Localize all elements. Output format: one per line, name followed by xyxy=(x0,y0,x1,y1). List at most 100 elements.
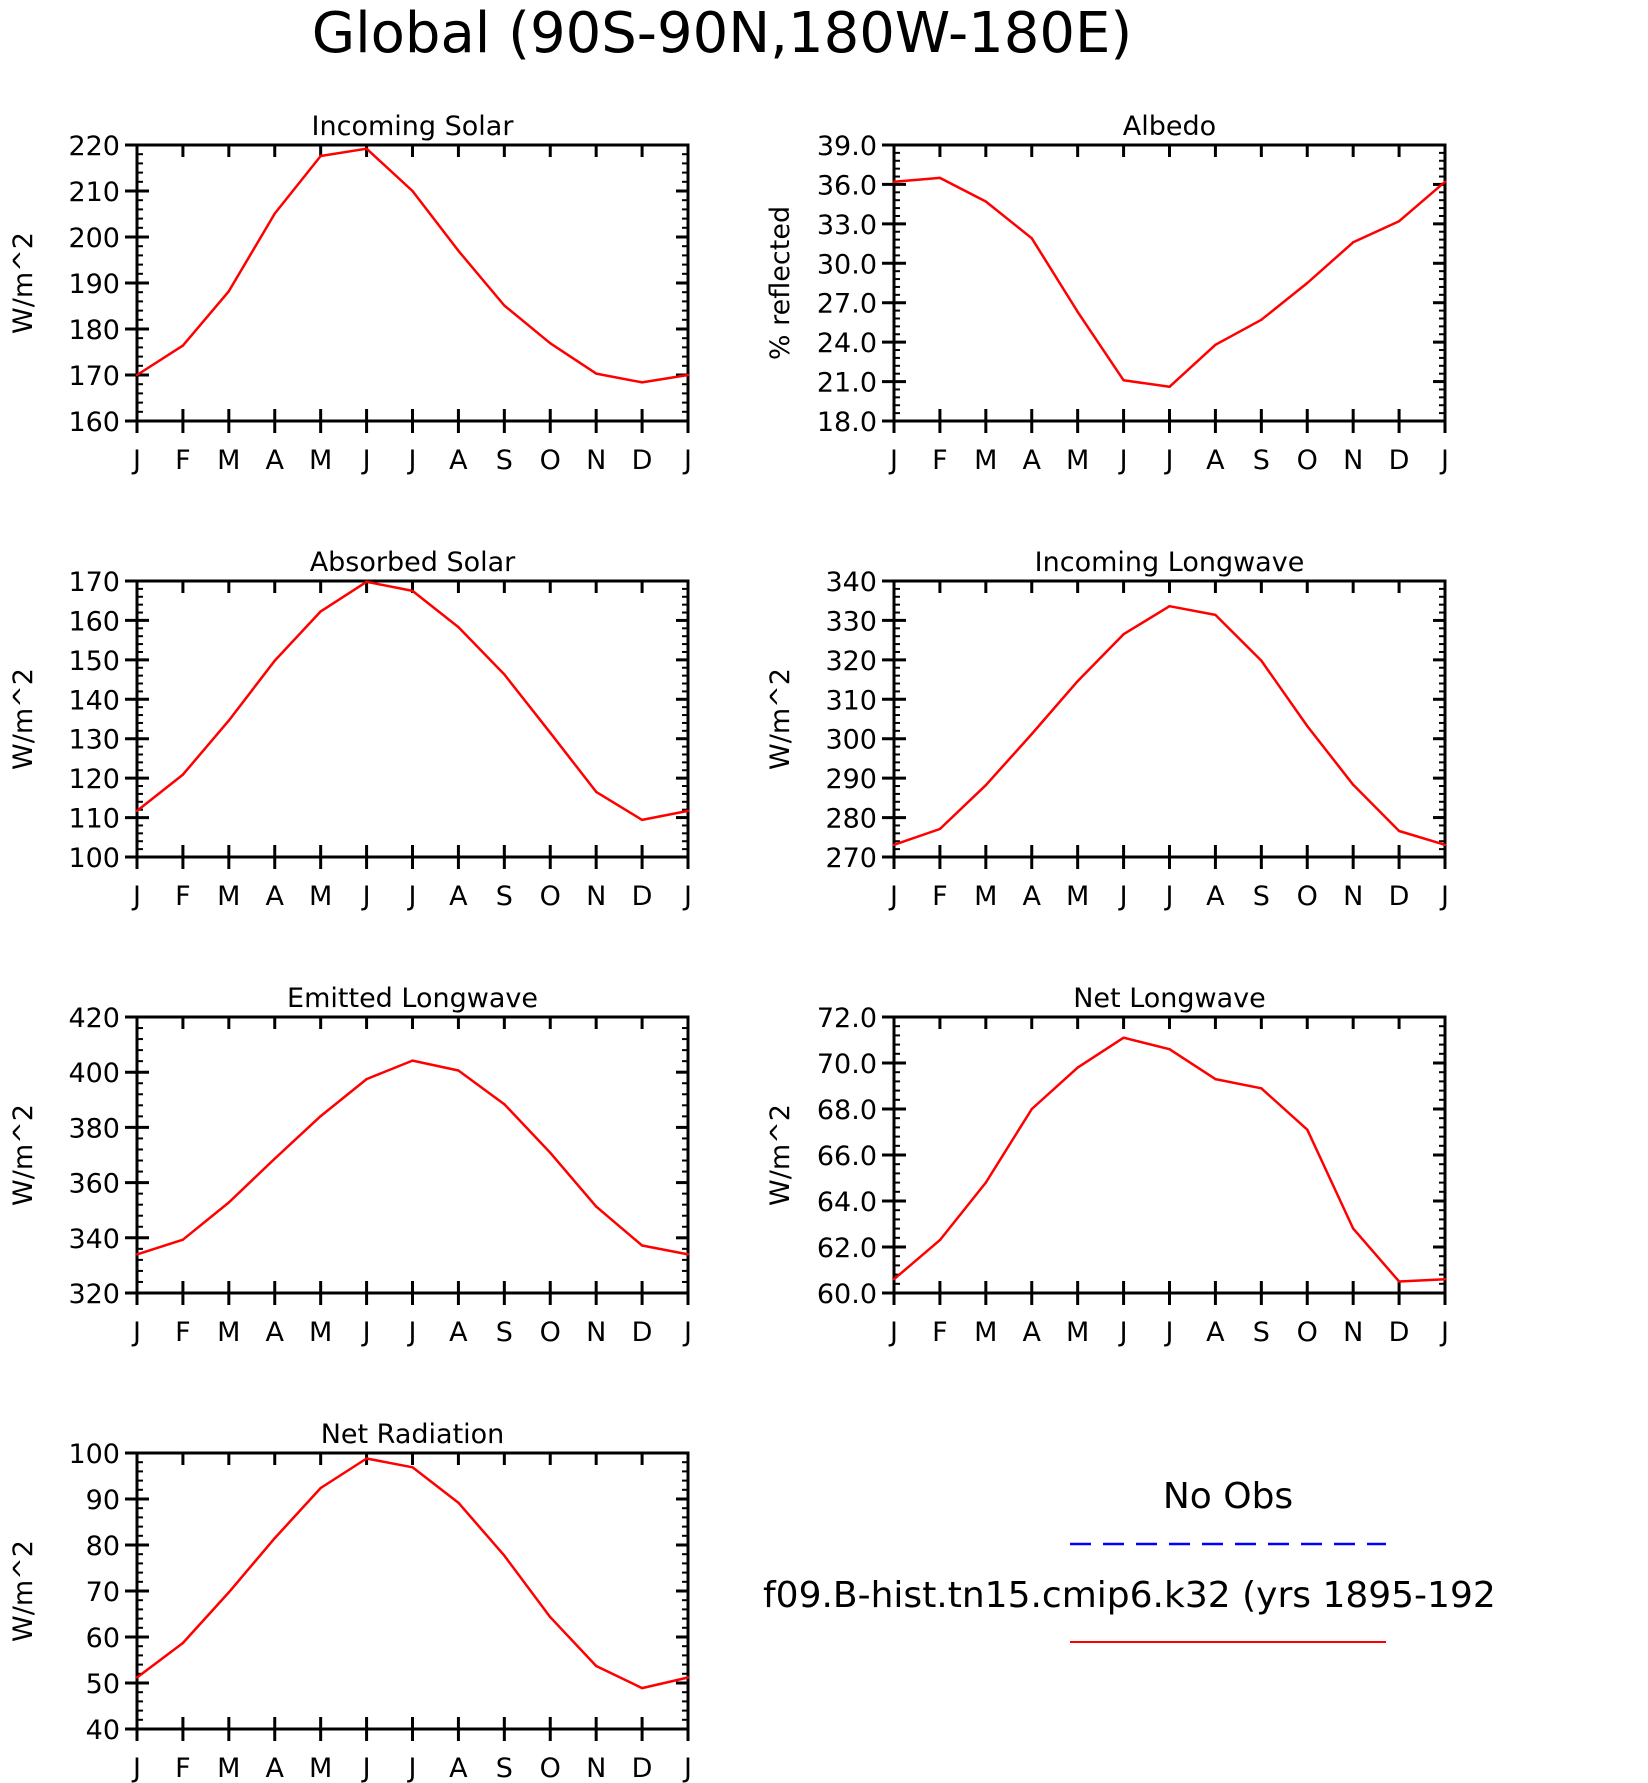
data-point xyxy=(181,1641,185,1645)
y-axis-label: W/m^2 xyxy=(765,1104,796,1206)
y-tick-label: 18.0 xyxy=(817,407,877,438)
data-point xyxy=(273,659,276,662)
x-tick-label: J xyxy=(1439,881,1449,912)
x-tick-label: A xyxy=(449,445,468,476)
y-tick-label: 64.0 xyxy=(817,1187,877,1218)
x-tick-label: M xyxy=(309,881,332,912)
x-tick-label: M xyxy=(974,1317,997,1348)
x-tick-label: J xyxy=(1118,1317,1128,1348)
data-point xyxy=(1122,379,1125,382)
x-tick-label: S xyxy=(1253,445,1270,476)
y-tick-label: 180 xyxy=(68,315,120,346)
x-tick-label: A xyxy=(266,881,285,912)
data-point xyxy=(938,1238,942,1242)
x-tick-label: A xyxy=(449,881,468,912)
y-tick-label: 68.0 xyxy=(817,1095,877,1126)
y-tick-label: 100 xyxy=(68,1439,120,1470)
x-tick-label: A xyxy=(1023,1317,1042,1348)
data-point xyxy=(227,1201,231,1204)
legend-label-obs: No Obs xyxy=(1163,1476,1293,1517)
x-tick-label: J xyxy=(131,881,141,912)
x-tick-label: J xyxy=(682,445,692,476)
x-tick-label: A xyxy=(1023,881,1042,912)
x-tick-label: O xyxy=(1297,881,1318,912)
x-tick-label: F xyxy=(932,881,948,912)
data-point xyxy=(549,342,552,345)
x-tick-label: M xyxy=(974,881,997,912)
data-point xyxy=(938,176,942,180)
x-tick-label: D xyxy=(1389,445,1410,476)
x-tick-label: S xyxy=(496,1753,513,1783)
x-tick-label: M xyxy=(309,1317,332,1348)
y-tick-label: 160 xyxy=(68,407,120,438)
y-tick-label: 300 xyxy=(825,725,877,756)
x-tick-label: O xyxy=(540,445,561,476)
data-point xyxy=(1214,343,1217,346)
y-tick-label: 420 xyxy=(68,1003,120,1034)
x-tick-label: J xyxy=(361,1753,371,1783)
y-axis-label: W/m^2 xyxy=(8,1104,39,1206)
y-tick-label: 170 xyxy=(68,567,120,598)
data-point xyxy=(1443,1278,1447,1281)
y-tick-label: 100 xyxy=(68,843,120,874)
data-point xyxy=(457,1069,460,1072)
y-tick-label: 70 xyxy=(86,1577,120,1608)
data-point xyxy=(1076,310,1079,314)
x-tick-label: A xyxy=(1023,445,1042,476)
y-tick-label: 60 xyxy=(86,1623,120,1654)
data-point xyxy=(503,673,506,676)
panel-title: Net Radiation xyxy=(321,1419,505,1450)
y-tick-label: 66.0 xyxy=(817,1141,877,1172)
x-tick-label: N xyxy=(1343,1317,1363,1348)
data-point xyxy=(686,809,690,813)
data-point xyxy=(1030,237,1033,240)
x-tick-label: D xyxy=(1389,1317,1410,1348)
y-tick-label: 62.0 xyxy=(817,1233,877,1264)
legend-label-model: f09.B-hist.tn15.cmip6.k32 (yrs 1895-192 xyxy=(763,1575,1496,1616)
chart-panel: J F M A M J J A S O N D J18.021.024.027.030.033.036.… xyxy=(765,111,1449,476)
x-tick-label: J xyxy=(131,1753,141,1783)
x-tick-label: M xyxy=(217,445,240,476)
data-point xyxy=(594,1205,598,1208)
x-tick-label: D xyxy=(1389,881,1410,912)
y-tick-label: 290 xyxy=(825,764,877,795)
x-tick-label: M xyxy=(217,881,240,912)
data-point xyxy=(686,1676,690,1679)
data-point xyxy=(227,719,231,722)
y-tick-label: 270 xyxy=(825,843,877,874)
x-tick-label: J xyxy=(682,881,692,912)
x-tick-label: S xyxy=(496,881,513,912)
x-tick-label: J xyxy=(361,445,371,476)
data-point xyxy=(457,625,460,629)
data-point xyxy=(1443,843,1447,846)
x-tick-label: F xyxy=(175,1753,191,1783)
panel-title: Incoming Solar xyxy=(312,111,515,142)
data-point xyxy=(1214,1077,1217,1081)
data-point xyxy=(640,818,644,822)
y-tick-label: 140 xyxy=(68,685,120,716)
data-point xyxy=(1351,241,1355,244)
x-tick-label: J xyxy=(407,1753,417,1783)
data-point xyxy=(181,773,185,776)
x-tick-label: F xyxy=(175,881,191,912)
data-point xyxy=(1122,633,1125,636)
y-tick-label: 220 xyxy=(68,131,120,162)
data-point xyxy=(1168,385,1171,389)
data-point xyxy=(549,731,552,734)
x-tick-label: M xyxy=(309,1753,332,1783)
data-point xyxy=(1306,1128,1309,1131)
x-tick-label: A xyxy=(1206,1317,1225,1348)
data-point xyxy=(1260,318,1263,321)
x-tick-label: D xyxy=(632,1317,653,1348)
x-tick-label: A xyxy=(266,1317,285,1348)
x-tick-label: S xyxy=(496,1317,513,1348)
x-tick-label: J xyxy=(1439,1317,1449,1348)
data-point xyxy=(135,809,139,813)
data-point xyxy=(549,1616,552,1619)
data-point xyxy=(135,373,139,377)
y-tick-label: 210 xyxy=(68,177,120,208)
x-tick-label: M xyxy=(217,1753,240,1783)
data-point xyxy=(640,1244,644,1247)
